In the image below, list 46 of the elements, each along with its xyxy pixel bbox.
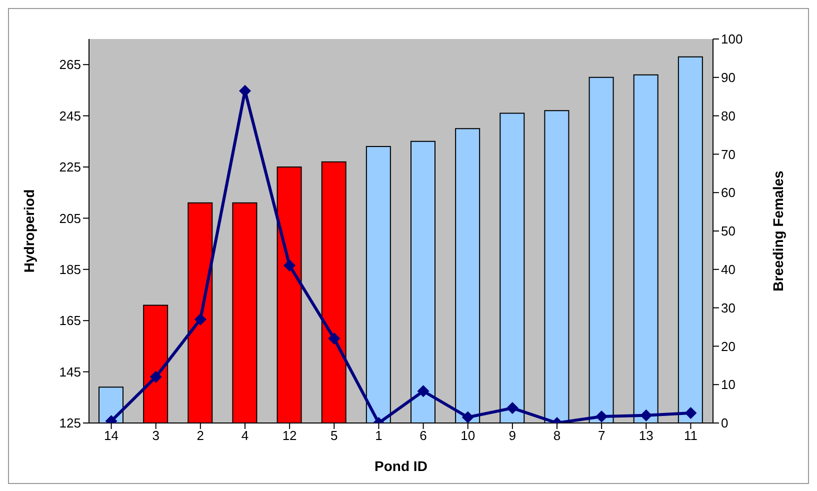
x-tick-label: 1 xyxy=(375,428,382,444)
y2-axis-title: Breeding Females xyxy=(770,170,786,292)
y-tick-label: 165 xyxy=(59,313,81,328)
y-tick-label: 265 xyxy=(59,57,81,72)
y-axis-title: Hydroperiod xyxy=(20,189,37,273)
x-tick-label: 7 xyxy=(598,428,606,444)
y-tick-label: 185 xyxy=(59,262,81,278)
point xyxy=(684,407,697,420)
x-tick-label: 14 xyxy=(104,428,119,444)
x-tick-label: 13 xyxy=(638,428,654,444)
x-tick-label: 5 xyxy=(330,428,338,444)
y2-tick-label: 30 xyxy=(721,300,736,316)
y2-tick-label: 70 xyxy=(721,146,736,162)
x-tick-label: 12 xyxy=(282,428,297,444)
x-tick-label: 3 xyxy=(152,428,160,444)
y2-tick-label: 40 xyxy=(721,262,736,278)
point xyxy=(417,385,430,398)
y-tick-label: 145 xyxy=(59,364,81,380)
y2-tick-label: 10 xyxy=(721,377,736,392)
y-tick-label: 125 xyxy=(59,416,81,431)
y2-tick-label: 0 xyxy=(721,416,728,431)
point xyxy=(596,410,608,422)
y2-tick-label: 80 xyxy=(721,108,736,124)
x-tick-label: 10 xyxy=(460,428,476,444)
y2-tick-label: 50 xyxy=(721,224,736,239)
x-tick-label: 2 xyxy=(196,428,204,444)
y-tick-label: 205 xyxy=(59,210,81,226)
x-tick-label: 4 xyxy=(241,428,249,444)
x-tick-label: 8 xyxy=(553,428,561,444)
x-tick-label: 9 xyxy=(508,428,516,444)
point xyxy=(462,411,474,423)
x-tick-label: 11 xyxy=(684,428,698,444)
point xyxy=(640,409,652,422)
y2-tick-label: 90 xyxy=(721,70,736,86)
x-tick-label: 6 xyxy=(420,428,427,444)
point xyxy=(506,402,518,414)
y2-tick-label: 60 xyxy=(721,185,736,200)
y-tick-label: 225 xyxy=(59,160,81,175)
y-tick-label: 245 xyxy=(59,108,81,124)
y2-tick-label: 100 xyxy=(721,32,743,47)
x-axis-title: Pond ID xyxy=(374,458,428,474)
y2-tick-label: 20 xyxy=(721,338,736,354)
point xyxy=(284,260,296,272)
point xyxy=(328,332,340,345)
point xyxy=(150,370,162,383)
point xyxy=(194,313,206,326)
